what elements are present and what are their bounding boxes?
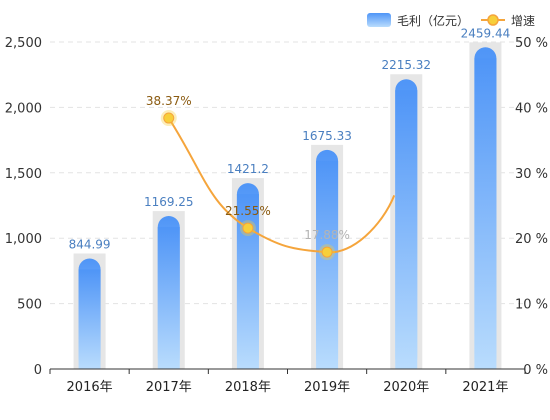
growth-line-series: 38.37% 21.55% 17.88%: [146, 94, 396, 261]
bar-value-label: 1675.33: [302, 129, 352, 143]
bar-series: [73, 42, 502, 370]
right-axis-tick-label: 50 %: [515, 36, 548, 51]
legend[interactable]: 毛利（亿元） 增速: [367, 13, 535, 28]
legend-line-label: 增速: [511, 14, 535, 28]
left-axis-tick-label: 2,000: [5, 101, 42, 116]
right-axis-ticks: 0 % 10 % 20 % 30 % 40 % 50 %: [515, 36, 548, 378]
x-axis-tick-label: 2019年: [304, 380, 350, 395]
growth-line: [167, 117, 396, 254]
legend-bar-swatch: [367, 13, 391, 27]
growth-point: [321, 246, 333, 258]
bar-value-label: 844.99: [69, 237, 111, 251]
left-axis-tick-label: 1,000: [5, 232, 42, 247]
left-axis-tick-label: 500: [17, 298, 42, 313]
growth-point: [242, 222, 254, 234]
grid-lines: [50, 41, 525, 305]
right-axis-tick-label: 0 %: [523, 363, 548, 378]
bar-value-label: 1169.25: [144, 195, 194, 209]
legend-bar-label: 毛利（亿元）: [397, 13, 469, 28]
x-axis-tick-label: 2021年: [462, 380, 508, 395]
x-axis-tick-label: 2016年: [67, 380, 113, 395]
left-axis-tick-label: 1,500: [5, 167, 42, 182]
right-axis-tick-label: 40 %: [515, 101, 548, 116]
bar-value-label: 1421.2: [227, 162, 269, 176]
x-axis-tick-label: 2018年: [225, 380, 271, 395]
right-axis-tick-label: 10 %: [515, 298, 548, 313]
growth-point: [163, 112, 175, 124]
left-axis-tick-label: 0: [34, 363, 42, 378]
bar-value-label: 2215.32: [381, 58, 431, 72]
bar-body: [316, 160, 339, 369]
legend-line-marker: [487, 14, 499, 26]
growth-value-label: 21.55%: [225, 204, 271, 218]
bar-body: [474, 58, 497, 370]
bar-body: [157, 227, 180, 369]
bar-body: [236, 194, 259, 369]
x-axis-tick-label: 2017年: [146, 380, 192, 395]
bar-body: [78, 269, 101, 369]
x-axis: 2016年 2017年 2018年 2019年 2020年 2021年: [49, 368, 526, 395]
bar-value-label: 2459.44: [461, 26, 511, 40]
right-axis-tick-label: 30 %: [515, 167, 548, 182]
growth-value-label: 38.37%: [146, 94, 192, 108]
bar-value-labels: 844.99 1169.25 1421.2 1675.33 2215.32 2459.44: [69, 26, 511, 251]
left-axis-ticks: 0 500 1,000 1,500 2,000 2,500: [5, 36, 42, 378]
x-axis-tick-label: 2020年: [383, 380, 429, 395]
right-axis-tick-label: 20 %: [515, 232, 548, 247]
bar-body: [395, 90, 418, 369]
left-axis-tick-label: 2,500: [5, 36, 42, 51]
growth-value-label: 17.88%: [304, 228, 350, 242]
